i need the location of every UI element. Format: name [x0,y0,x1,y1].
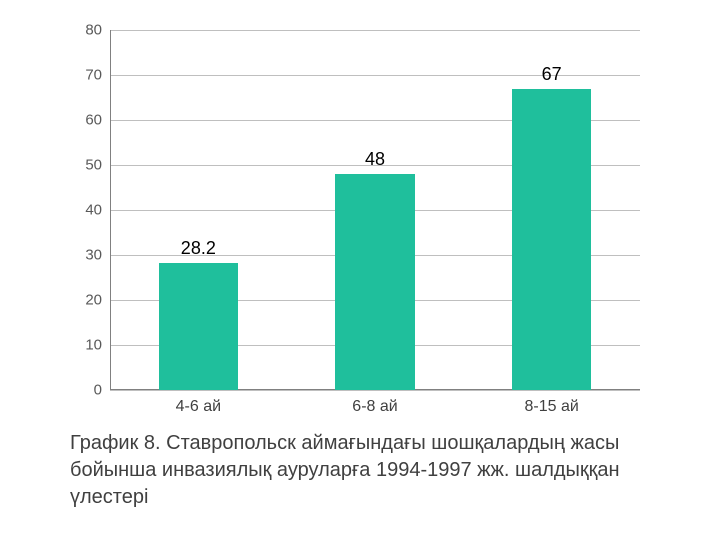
xtick-label: 6-8 ай [352,398,397,416]
bar: 48 [335,174,415,390]
figure-root: 0 10 20 30 40 50 60 70 80 28.2 4-6 ай 48 6-8 ай 67 8-1… [0,0,720,540]
ytick-label: 30 [85,247,102,264]
ytick-label: 0 [94,382,102,399]
bar-value-label: 28.2 [181,238,216,259]
gridline [110,390,640,391]
y-axis [110,30,111,390]
xtick-label: 8-15 ай [525,398,579,416]
gridline [110,30,640,31]
chart-area: 0102030405060708028.24-6 ай486-8 ай678-1… [110,30,640,390]
bar: 67 [512,89,592,391]
chart-caption: График 8. Ставропольск аймағындағы шошқа… [70,430,670,511]
ytick-label: 70 [85,67,102,84]
xtick-label: 4-6 ай [176,398,221,416]
ytick-label: 10 [85,337,102,354]
ytick-label: 80 [85,22,102,39]
bar-value-label: 48 [365,149,385,170]
bar-value-label: 67 [542,64,562,85]
ytick-label: 50 [85,157,102,174]
plot-region: 0102030405060708028.24-6 ай486-8 ай678-1… [110,30,640,390]
bar: 28.2 [159,263,239,390]
ytick-label: 20 [85,292,102,309]
ytick-label: 40 [85,202,102,219]
ytick-label: 60 [85,112,102,129]
